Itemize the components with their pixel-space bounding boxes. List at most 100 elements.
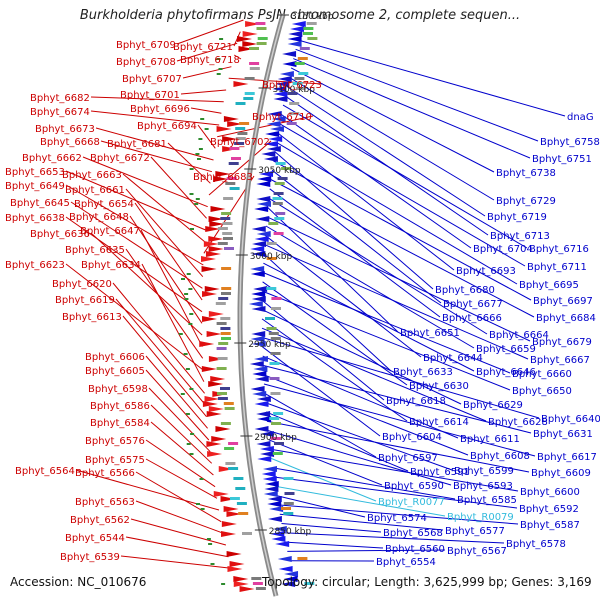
gene-arrow-right-strand[interactable] bbox=[264, 481, 279, 487]
gene-arrow-left-strand[interactable] bbox=[213, 491, 229, 497]
gene-arrow-left-strand[interactable] bbox=[222, 136, 238, 142]
gene-arrow-left-strand[interactable] bbox=[208, 246, 224, 252]
gene-arrow-right-strand[interactable] bbox=[251, 226, 266, 232]
gene-arrow-left-strand[interactable] bbox=[227, 121, 243, 127]
gene-arrow-left-strand[interactable] bbox=[242, 31, 258, 37]
gene-arrow-right-strand[interactable] bbox=[251, 331, 266, 337]
rna-label-right[interactable]: Bphyt_R0077 bbox=[378, 497, 445, 508]
gene-label-right[interactable]: Bphyt_6716 bbox=[529, 244, 589, 255]
gene-label-right[interactable]: Bphyt_6597 bbox=[378, 453, 438, 464]
gene-arrow-left-strand[interactable] bbox=[207, 451, 223, 457]
gene-arrow-right-strand[interactable] bbox=[253, 366, 268, 372]
gene-label-right[interactable]: Bphyt_6577 bbox=[445, 526, 505, 537]
gene-arrow-right-strand[interactable] bbox=[261, 151, 276, 157]
gene-label-right[interactable]: Bphyt_6614 bbox=[409, 417, 469, 428]
gene-label-right[interactable]: Bphyt_6590 bbox=[384, 481, 444, 492]
gene-arrow-right-strand[interactable] bbox=[267, 501, 282, 507]
gene-label-right[interactable]: Bphyt_6611 bbox=[460, 434, 520, 445]
gene-arrow-right-strand[interactable] bbox=[255, 216, 270, 222]
gene-label-left[interactable]: Bphyt_6649 bbox=[5, 181, 65, 192]
gene-arrow-right-strand[interactable] bbox=[267, 111, 282, 117]
gene-arrow-right-strand[interactable] bbox=[287, 36, 302, 42]
gene-label-right[interactable]: Bphyt_6644 bbox=[423, 353, 483, 364]
gene-label-left[interactable]: Bphyt_6645 bbox=[10, 198, 70, 209]
gene-label-left[interactable]: Bphyt_6606 bbox=[85, 352, 145, 363]
gene-arrow-right-strand[interactable] bbox=[272, 86, 287, 92]
gene-arrow-right-strand[interactable] bbox=[250, 266, 265, 272]
gene-label-left[interactable]: Bphyt_6619 bbox=[55, 295, 115, 306]
gene-label-left[interactable]: Bphyt_6576 bbox=[85, 436, 145, 447]
gene-arrow-left-strand[interactable] bbox=[216, 126, 232, 132]
gene-label-left[interactable]: Bphyt_6586 bbox=[90, 401, 150, 412]
gene-label-left[interactable]: Bphyt_6696 bbox=[130, 104, 190, 115]
gene-label-left[interactable]: Bphyt_6682 bbox=[30, 93, 90, 104]
gene-label-left[interactable]: Bphyt_6718 bbox=[180, 55, 240, 66]
gene-label-right[interactable]: Bphyt_6660 bbox=[512, 369, 572, 380]
gene-arrow-left-strand[interactable] bbox=[201, 366, 217, 372]
gene-arrow-left-strand[interactable] bbox=[203, 241, 219, 247]
gene-arrow-right-strand[interactable] bbox=[273, 96, 288, 102]
gene-label-left[interactable]: Bphyt_6708 bbox=[116, 57, 176, 68]
gene-arrow-right-strand[interactable] bbox=[288, 31, 303, 37]
gene-label-left[interactable]: Bphyt_6683 bbox=[193, 172, 253, 183]
gene-label-right[interactable]: Bphyt_6574 bbox=[367, 513, 427, 524]
gene-arrow-right-strand[interactable] bbox=[256, 231, 271, 237]
gene-label-right[interactable]: Bphyt_6554 bbox=[376, 557, 436, 568]
gene-arrow-left-strand[interactable] bbox=[213, 176, 229, 182]
gene-arrow-right-strand[interactable] bbox=[266, 121, 281, 127]
gene-label-right[interactable]: Bphyt_6695 bbox=[519, 280, 579, 291]
gene-arrow-left-strand[interactable] bbox=[218, 466, 234, 472]
gene-label-left[interactable]: Bphyt_6605 bbox=[85, 366, 145, 377]
gene-arrow-right-strand[interactable] bbox=[256, 441, 271, 447]
gene-label-left[interactable]: Bphyt_6702 bbox=[210, 137, 270, 148]
gene-arrow-right-strand[interactable] bbox=[251, 291, 266, 297]
gene-label-right[interactable]: Bphyt_6560 bbox=[385, 544, 445, 555]
gene-arrow-left-strand[interactable] bbox=[226, 551, 242, 557]
gene-arrow-left-strand[interactable] bbox=[220, 496, 236, 502]
gene-arrow-left-strand[interactable] bbox=[206, 331, 222, 337]
gene-label-right[interactable]: Bphyt_6585 bbox=[457, 495, 517, 506]
gene-label-left[interactable]: Bphyt_6653 bbox=[5, 167, 65, 178]
gene-arrow-right-strand[interactable] bbox=[269, 506, 284, 512]
gene-label-right[interactable]: Bphyt_6650 bbox=[512, 386, 572, 397]
gene-arrow-left-strand[interactable] bbox=[242, 41, 258, 47]
gene-arrow-left-strand[interactable] bbox=[238, 46, 254, 52]
gene-label-right[interactable]: Bphyt_6629 bbox=[463, 400, 523, 411]
gene-label-right[interactable]: Bphyt_6630 bbox=[409, 381, 469, 392]
gene-label-right[interactable]: Bphyt_6617 bbox=[537, 452, 597, 463]
gene-label-right[interactable]: Bphyt_6666 bbox=[442, 313, 502, 324]
gene-label-right[interactable]: Bphyt_6591 bbox=[410, 467, 470, 478]
gene-arrow-left-strand[interactable] bbox=[201, 266, 217, 272]
gene-arrow-left-strand[interactable] bbox=[206, 411, 222, 417]
gene-label-left[interactable]: Bphyt_6668 bbox=[40, 137, 100, 148]
gene-label-left[interactable]: Bphyt_6663 bbox=[62, 170, 122, 181]
gene-arrow-right-strand[interactable] bbox=[254, 426, 269, 432]
gene-label-left[interactable]: Bphyt_6564 bbox=[15, 466, 75, 477]
gene-label-right[interactable]: Bphyt_6659 bbox=[476, 344, 536, 355]
gene-arrow-right-strand[interactable] bbox=[256, 201, 271, 207]
gene-label-left[interactable]: Bphyt_6563 bbox=[75, 497, 135, 508]
gene-arrow-right-strand[interactable] bbox=[259, 171, 274, 177]
gene-label-left[interactable]: Bphyt_6648 bbox=[69, 212, 129, 223]
gene-label-right[interactable]: Bphyt_6568 bbox=[383, 528, 443, 539]
gene-arrow-left-strand[interactable] bbox=[210, 206, 226, 212]
gene-arrow-right-strand[interactable] bbox=[290, 26, 305, 32]
gene-label-right[interactable]: Bphyt_6608 bbox=[470, 451, 530, 462]
gene-arrow-left-strand[interactable] bbox=[223, 506, 239, 512]
gene-arrow-right-strand[interactable] bbox=[254, 236, 269, 242]
gene-arrow-right-strand[interactable] bbox=[273, 91, 288, 97]
gene-label-right[interactable]: Bphyt_6738 bbox=[496, 168, 556, 179]
gene-label-left[interactable]: Bphyt_6681 bbox=[107, 139, 167, 150]
gene-arrow-right-strand[interactable] bbox=[253, 356, 268, 362]
gene-label-left[interactable]: Bphyt_6562 bbox=[70, 515, 130, 526]
gene-arrow-right-strand[interactable] bbox=[251, 296, 266, 302]
gene-label-right[interactable]: Bphyt_6719 bbox=[487, 212, 547, 223]
gene-label-left[interactable]: Bphyt_6701 bbox=[120, 90, 180, 101]
gene-label-right[interactable]: Bphyt_6604 bbox=[382, 432, 442, 443]
gene-arrow-right-strand[interactable] bbox=[262, 466, 277, 472]
gene-arrow-left-strand[interactable] bbox=[208, 406, 224, 412]
gene-label-right[interactable]: Bphyt_6729 bbox=[496, 196, 556, 207]
gene-arrow-right-strand[interactable] bbox=[281, 581, 296, 587]
gene-label-right[interactable]: Bphyt_6592 bbox=[519, 504, 579, 515]
gene-arrow-right-strand[interactable] bbox=[253, 286, 268, 292]
